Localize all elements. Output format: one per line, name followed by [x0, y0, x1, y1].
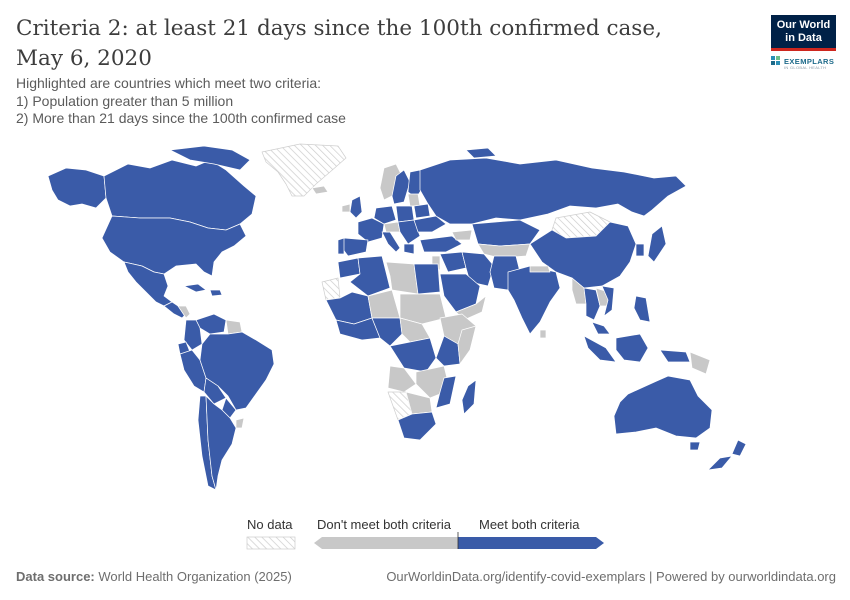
- country-png[interactable]: [689, 351, 711, 375]
- country-uk[interactable]: [349, 195, 363, 219]
- country-indonesia-east[interactable]: [615, 333, 649, 363]
- exemplars-logo: EXEMPLARS: [771, 56, 836, 66]
- country-china[interactable]: [529, 221, 637, 289]
- country-malaysia[interactable]: [591, 321, 611, 335]
- country-central-europe-small[interactable]: [383, 221, 401, 233]
- country-east-africa[interactable]: [435, 335, 461, 367]
- country-ireland[interactable]: [341, 203, 351, 213]
- data-source-label: Data source:: [16, 569, 95, 584]
- country-turkey[interactable]: [419, 235, 463, 253]
- country-italy[interactable]: [381, 231, 401, 253]
- country-somalia[interactable]: [457, 325, 477, 365]
- subtitle-line-3: 2) More than 21 days since the 100th con…: [16, 110, 346, 126]
- country-portugal[interactable]: [337, 237, 345, 255]
- owid-logo-box: Our World in Data: [771, 15, 836, 51]
- logo-line-1: Our World: [776, 19, 831, 31]
- logo-line-2: in Data: [785, 32, 822, 44]
- country-sri-lanka[interactable]: [539, 329, 547, 339]
- country-cameroon-nigeria[interactable]: [371, 317, 403, 347]
- country-syria-iraq[interactable]: [439, 251, 467, 273]
- country-kazakhstan[interactable]: [471, 219, 541, 247]
- legend-meet-label[interactable]: Meet both criteria: [479, 517, 580, 532]
- country-madagascar[interactable]: [461, 379, 477, 415]
- country-korea[interactable]: [635, 243, 645, 257]
- country-philippines[interactable]: [633, 295, 651, 323]
- country-ukraine[interactable]: [413, 215, 447, 233]
- country-australia[interactable]: [613, 375, 713, 439]
- map-legend: [246, 532, 604, 550]
- country-argentina[interactable]: [205, 395, 237, 491]
- country-cuba[interactable]: [183, 283, 207, 293]
- country-angola[interactable]: [387, 365, 417, 393]
- country-nepal-bhutan[interactable]: [529, 265, 551, 273]
- chart-title: Criteria 2: at least 21 days since the 1…: [16, 16, 662, 71]
- data-source-value: World Health Organization (2025): [98, 569, 292, 584]
- country-balkans[interactable]: [397, 219, 421, 245]
- country-guianas[interactable]: [225, 319, 243, 335]
- country-indonesia[interactable]: [583, 335, 617, 363]
- country-sweden[interactable]: [391, 169, 411, 205]
- country-new-zealand[interactable]: [731, 439, 747, 457]
- country-egypt[interactable]: [413, 263, 441, 295]
- country-germany[interactable]: [373, 205, 397, 225]
- data-source: Data source: World Health Organization (…: [16, 569, 292, 584]
- country-tasmania[interactable]: [689, 441, 701, 451]
- chart-subtitle: Highlighted are countries which meet two…: [16, 75, 616, 128]
- country-new-zealand-south[interactable]: [707, 455, 733, 471]
- country-indonesia-papua[interactable]: [659, 349, 691, 363]
- country-mozambique[interactable]: [435, 375, 457, 409]
- country-uruguay[interactable]: [235, 417, 245, 429]
- country-myanmar[interactable]: [571, 277, 587, 305]
- country-france[interactable]: [357, 217, 385, 243]
- footer-link[interactable]: OurWorldinData.org/identify-covid-exempl…: [386, 569, 836, 584]
- country-belarus[interactable]: [413, 203, 431, 219]
- country-canada-arctic[interactable]: [169, 145, 251, 171]
- country-russia-arctic[interactable]: [465, 147, 497, 159]
- country-morocco[interactable]: [337, 257, 361, 279]
- country-india[interactable]: [507, 265, 561, 335]
- legend-no-data-label[interactable]: No data: [247, 517, 293, 532]
- legend-meet-swatch: [458, 537, 604, 549]
- country-hispaniola[interactable]: [209, 289, 223, 297]
- country-western-sahara[interactable]: [321, 277, 341, 301]
- country-russia[interactable]: [419, 157, 687, 225]
- country-libya[interactable]: [385, 261, 419, 295]
- our-world-in-data-logo[interactable]: Our World in Data EXEMPLARS IN GLOBAL HE…: [771, 15, 836, 70]
- exemplars-icon: [771, 56, 780, 65]
- legend-no-data-swatch: [246, 536, 296, 550]
- exemplars-tagline: IN GLOBAL HEALTH: [784, 65, 827, 70]
- world-map: [47, 143, 747, 491]
- country-usa-alaska[interactable]: [47, 167, 107, 209]
- country-sudan[interactable]: [399, 293, 447, 325]
- subtitle-line-2: 1) Population greater than 5 million: [16, 92, 234, 109]
- exemplars-wordmark: EXEMPLARS: [784, 56, 835, 66]
- country-central-america-small[interactable]: [177, 305, 191, 319]
- subtitle-line-1: Highlighted are countries which meet two…: [16, 75, 322, 91]
- country-spain[interactable]: [341, 237, 369, 257]
- country-greece[interactable]: [403, 243, 415, 255]
- country-vietnam[interactable]: [601, 285, 615, 317]
- country-baltics[interactable]: [407, 193, 421, 207]
- country-thailand[interactable]: [583, 287, 601, 321]
- country-poland[interactable]: [395, 205, 415, 223]
- country-iceland[interactable]: [311, 185, 329, 195]
- country-south-africa[interactable]: [397, 411, 437, 441]
- legend-dont-meet-label[interactable]: Don't meet both criteria: [317, 517, 451, 532]
- country-caucasus[interactable]: [451, 229, 473, 241]
- country-japan[interactable]: [647, 225, 667, 263]
- country-greenland[interactable]: [261, 143, 347, 197]
- legend-dont-meet-swatch: [314, 537, 458, 549]
